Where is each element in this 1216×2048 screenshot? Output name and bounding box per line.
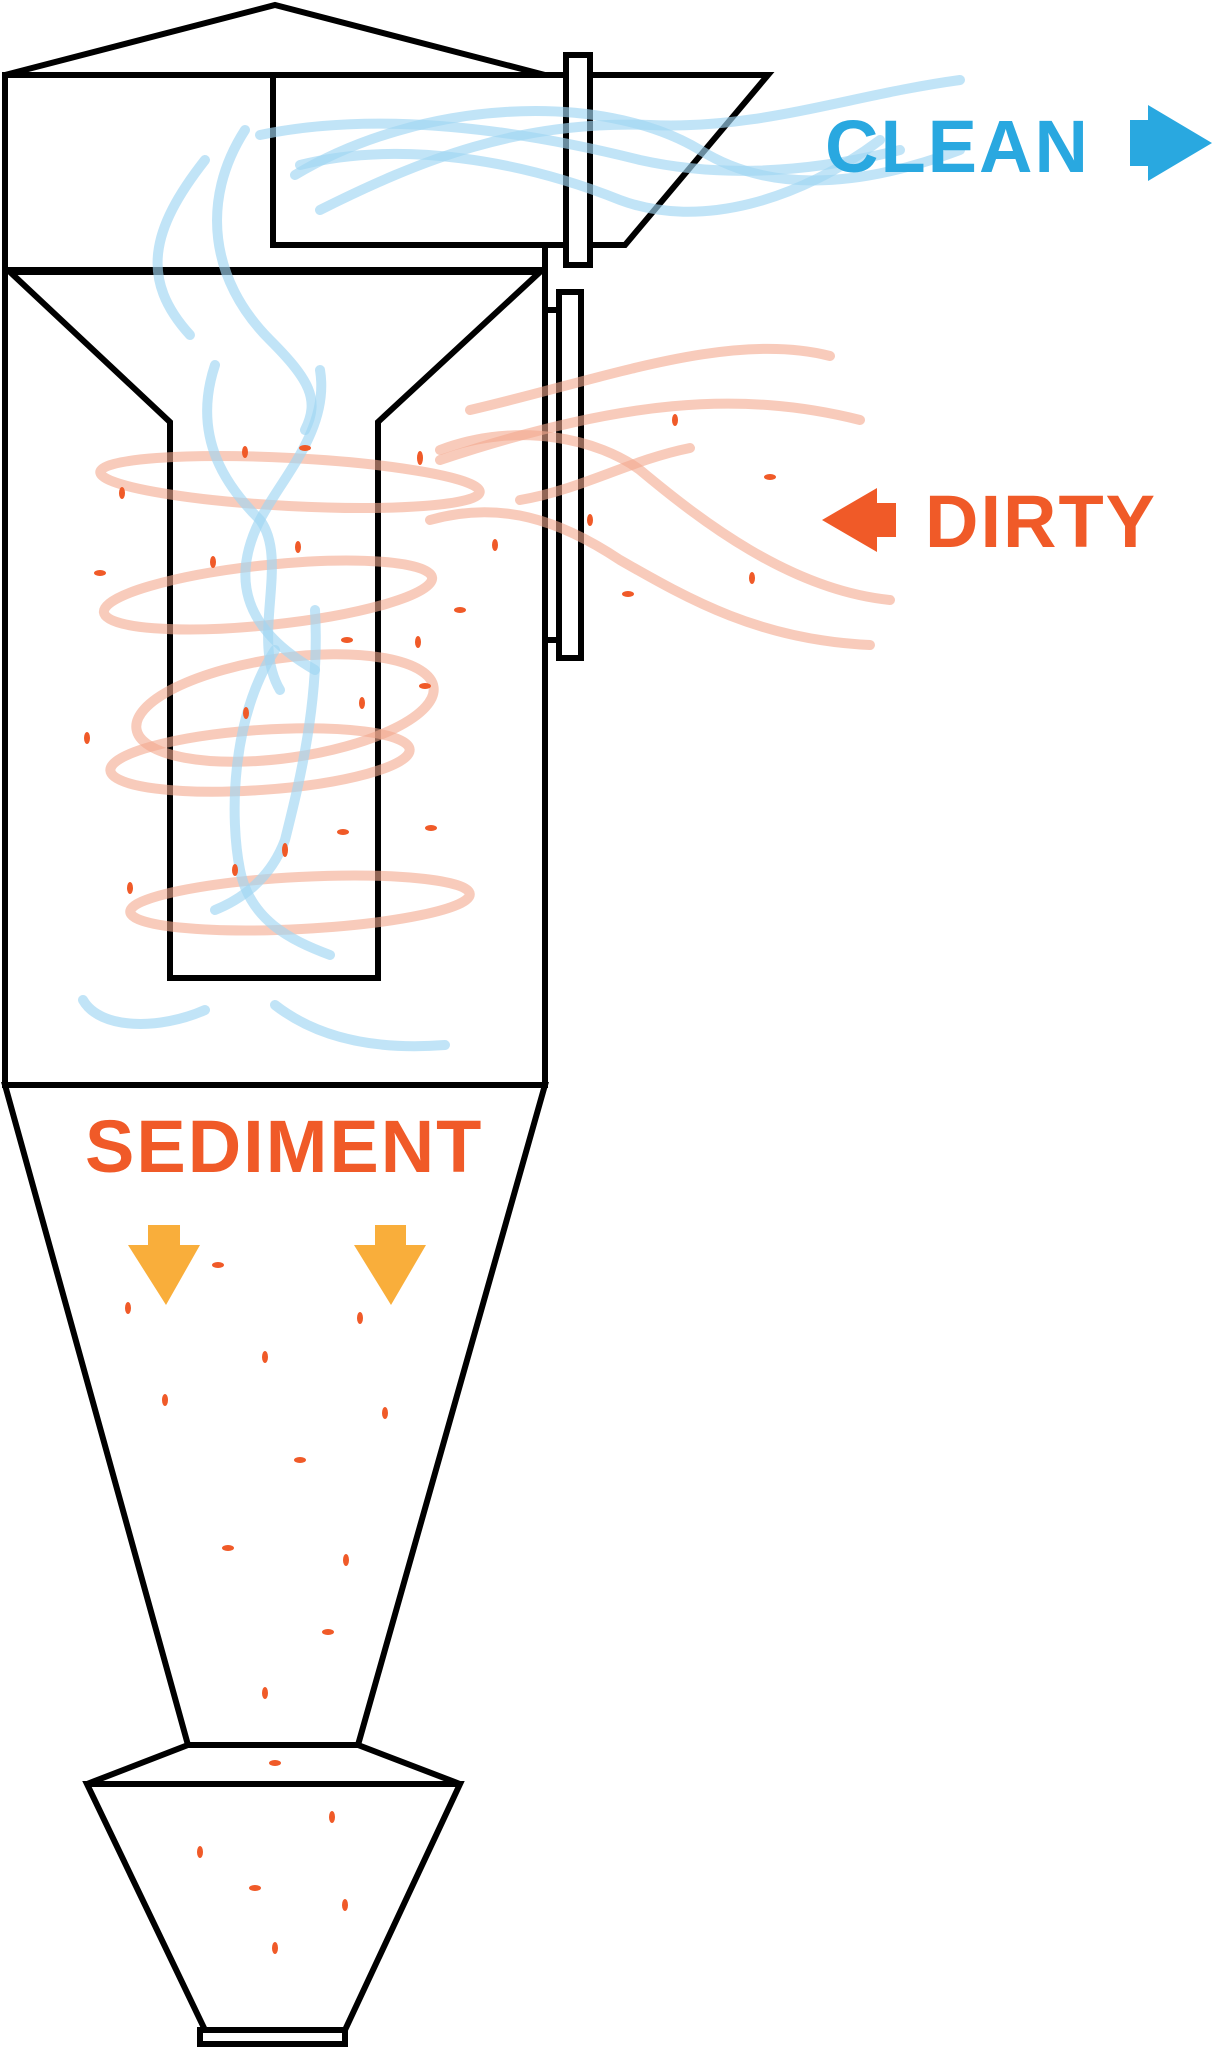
dirty-air-streams <box>95 343 895 936</box>
sediment-arrow-icon <box>128 1225 200 1305</box>
clean-label: CLEAN <box>825 105 1090 188</box>
hopper <box>82 1781 465 2033</box>
sediment-arrow-icon <box>354 1225 426 1305</box>
hopper-outlet <box>197 2027 348 2047</box>
sediment-label: SEDIMENT <box>85 1105 483 1188</box>
clean-arrow-icon <box>1130 105 1212 181</box>
roof <box>4 1 546 78</box>
vortex-finder <box>2 269 548 981</box>
inlet-flange <box>556 289 584 661</box>
dirty-label: DIRTY <box>925 480 1157 563</box>
outlet-flange <box>563 52 593 268</box>
clean-air-streams <box>78 75 965 1052</box>
sediment-particles <box>84 414 776 1954</box>
cyclone-body-outline <box>1 1 775 2047</box>
dirty-arrow-icon <box>822 488 896 552</box>
